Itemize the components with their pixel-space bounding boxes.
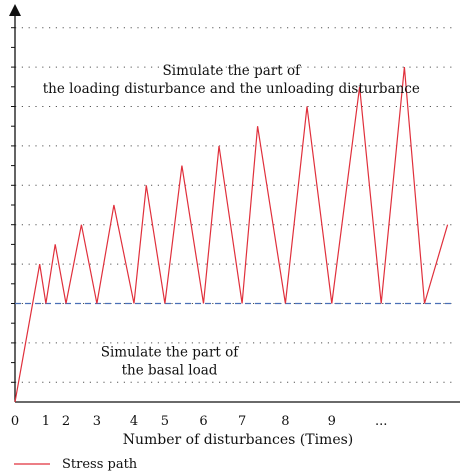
legend-label: Stress path: [62, 457, 138, 472]
x-tick-label: 1: [42, 414, 50, 429]
x-tick-label: 3: [93, 414, 101, 429]
plot-marks: [14, 67, 452, 403]
x-tick-label: 9: [328, 414, 336, 429]
annotation-text: Simulate the part of: [101, 345, 240, 361]
x-tick-label: 0: [11, 414, 19, 429]
chart-text: 0 1 2 3 4 5 6 7 8 9 ... Number of disturbances (Tim…: [11, 63, 420, 448]
annotation-text: the basal load: [122, 363, 218, 379]
x-tick-label: 4: [130, 414, 138, 429]
x-tick-label: 6: [199, 414, 207, 429]
legend: Stress path: [14, 457, 138, 472]
x-tick-label: 2: [62, 414, 70, 429]
x-tick-label: ...: [375, 414, 387, 429]
x-axis-title: Number of disturbances (Times): [123, 432, 354, 448]
stress-path-line: [14, 67, 449, 403]
x-tick-label: 7: [238, 414, 246, 429]
annotation-text: the loading disturbance and the unloadin…: [43, 81, 420, 97]
annotation-text: Simulate the part of: [163, 63, 302, 79]
x-tick-label: 5: [161, 414, 169, 429]
y-axis-arrow-icon: [9, 4, 21, 16]
x-tick-label: 8: [281, 414, 289, 429]
axes: [9, 4, 460, 403]
grid-lines: [15, 27, 452, 383]
